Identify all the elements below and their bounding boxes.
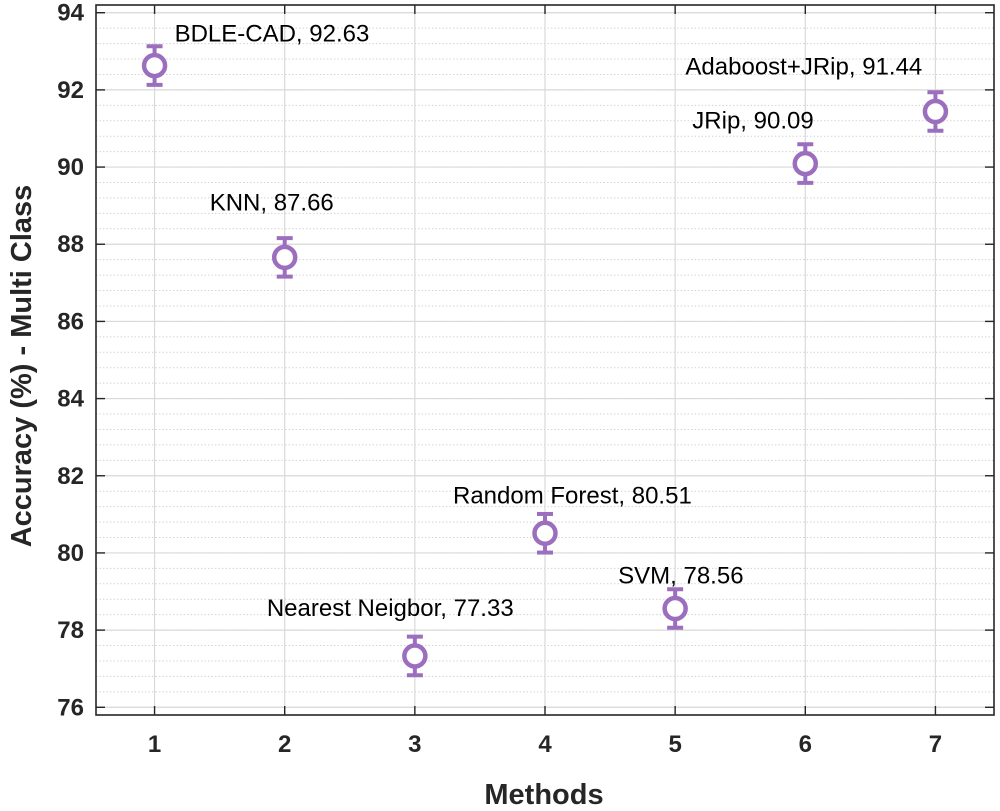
x-tick-label: 6	[799, 731, 812, 758]
x-tick-label: 3	[408, 731, 421, 758]
y-tick-label: 86	[57, 308, 84, 335]
x-tick-label: 2	[278, 731, 291, 758]
data-point	[402, 634, 428, 678]
grid	[96, 5, 994, 715]
data-point	[141, 44, 168, 87]
data-points	[141, 44, 949, 678]
axes	[95, 4, 995, 716]
data-point	[532, 511, 558, 555]
data-label: Adaboost+JRip, 91.44	[685, 54, 922, 81]
data-point	[792, 142, 819, 185]
data-labels: BDLE-CAD, 92.63 KNN, 87.66 Nearest Neigbor…	[175, 21, 923, 622]
data-label: JRip, 90.09	[692, 108, 813, 135]
data-label: Nearest Neigbor, 77.33	[267, 595, 514, 622]
data-label: SVM, 78.56	[618, 563, 743, 590]
data-label: Random Forest, 80.51	[453, 482, 692, 509]
y-tick-label: 90	[57, 154, 84, 181]
x-tick-label: 1	[148, 731, 161, 758]
y-tick-label: 82	[57, 463, 84, 490]
y-tick-label: 78	[57, 617, 84, 644]
y-tick-label: 84	[57, 386, 84, 413]
x-axis-title: Methods	[484, 779, 603, 811]
x-tick-label: 5	[668, 731, 681, 758]
tick-labels: 76 78 80 82 84 86 88 90 92 94 1 2 3 4 5 6 7	[57, 0, 942, 758]
point-marker	[141, 52, 168, 79]
y-axis-title: Accuracy (%) - Multi Class	[6, 185, 38, 548]
y-tick-label: 88	[57, 231, 84, 258]
data-point	[922, 90, 949, 133]
point-marker	[271, 244, 298, 271]
y-tick-label: 92	[57, 77, 84, 104]
data-point	[271, 236, 298, 279]
point-marker	[662, 595, 688, 622]
data-label: BDLE-CAD, 92.63	[175, 21, 370, 48]
y-tick-label: 94	[57, 0, 84, 27]
data-point	[662, 587, 688, 630]
y-tick-label: 76	[57, 694, 84, 721]
point-marker	[922, 98, 949, 125]
point-marker	[402, 643, 428, 669]
data-label: KNN, 87.66	[210, 189, 334, 216]
x-tick-label: 4	[538, 731, 552, 758]
x-tick-label: 7	[929, 731, 942, 758]
y-tick-label: 80	[57, 540, 84, 567]
point-marker	[792, 150, 819, 177]
point-marker	[532, 520, 558, 547]
